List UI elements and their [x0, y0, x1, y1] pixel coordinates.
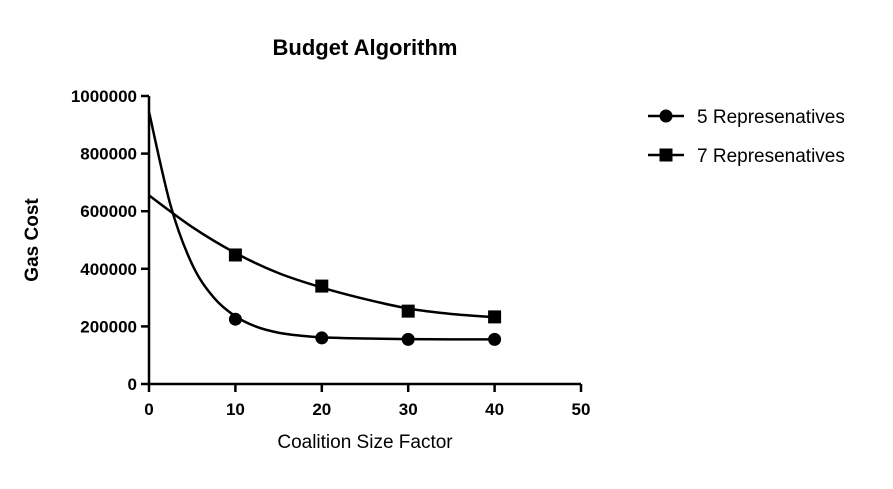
chart-title: Budget Algorithm [273, 35, 458, 60]
y-tick-label: 600000 [80, 202, 137, 221]
legend-marker [659, 148, 673, 162]
fit-curve-series-2 [148, 194, 495, 319]
x-tick-label: 50 [572, 400, 591, 419]
y-axis-ticks: 0 200000 400000 600000 800000 1000000 [71, 87, 149, 394]
data-point-series-2 [228, 248, 242, 262]
fit-curves [147, 111, 495, 341]
x-tick-label: 40 [485, 400, 504, 419]
data-point-series-1 [315, 331, 329, 345]
data-point-series-1 [228, 312, 242, 326]
y-tick-label: 200000 [80, 317, 137, 336]
data-point-series-1 [488, 332, 502, 346]
y-tick-label: 1000000 [71, 87, 137, 106]
legend-label: 5 Represenatives [697, 107, 845, 128]
x-tick-label: 10 [226, 400, 245, 419]
data-point-series-1 [401, 332, 415, 346]
data-point-series-2 [401, 304, 415, 318]
data-point-series-2 [315, 279, 329, 293]
x-axis-label: Coalition Size Factor [277, 432, 453, 453]
y-tick-label: 800000 [80, 145, 137, 164]
legend-marker [659, 109, 673, 123]
x-axis-ticks: 0 10 20 30 40 50 [144, 384, 590, 419]
data-markers [228, 248, 502, 346]
y-axis-label: Gas Cost [22, 198, 43, 282]
legend: 5 Represenatives 7 Represenatives [648, 107, 845, 167]
fit-curve-series-1 [147, 111, 495, 341]
x-tick-label: 20 [312, 400, 331, 419]
x-tick-label: 0 [144, 400, 153, 419]
x-tick-label: 30 [399, 400, 418, 419]
y-tick-label: 0 [128, 375, 137, 394]
data-point-series-2 [488, 310, 502, 324]
legend-label: 7 Represenatives [697, 146, 845, 167]
y-tick-label: 400000 [80, 260, 137, 279]
